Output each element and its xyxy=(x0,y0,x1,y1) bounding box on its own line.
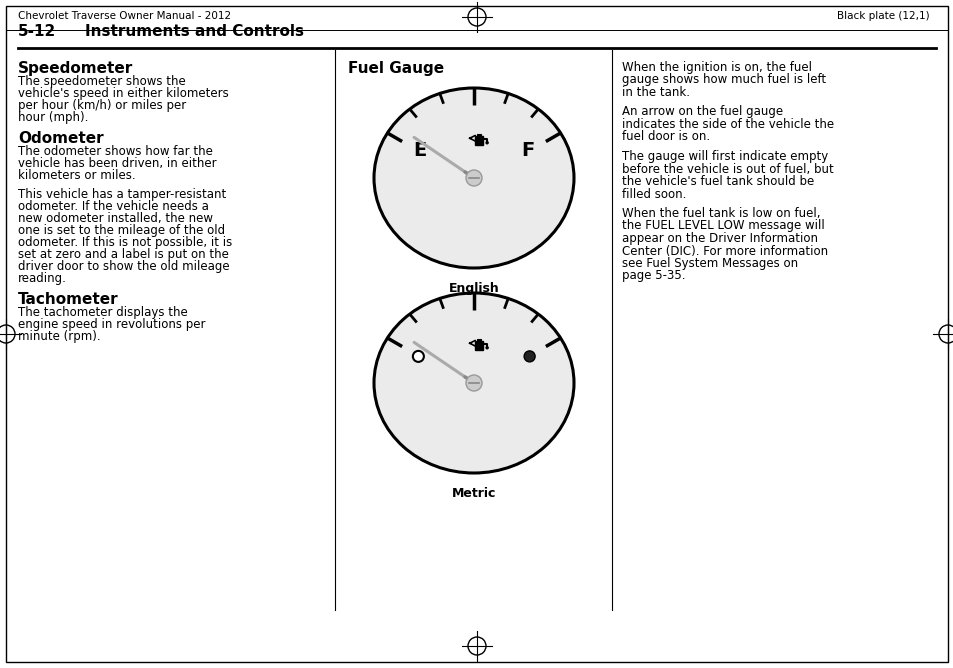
Text: the vehicle's fuel tank should be: the vehicle's fuel tank should be xyxy=(621,175,814,188)
Text: appear on the Driver Information: appear on the Driver Information xyxy=(621,232,817,245)
Text: This vehicle has a tamper-resistant: This vehicle has a tamper-resistant xyxy=(18,188,226,201)
Text: per hour (km/h) or miles per: per hour (km/h) or miles per xyxy=(18,99,186,112)
Text: reading.: reading. xyxy=(18,272,67,285)
Text: The speedometer shows the: The speedometer shows the xyxy=(18,75,186,88)
Circle shape xyxy=(486,347,488,349)
Text: 5-12: 5-12 xyxy=(18,24,56,39)
Text: see Fuel System Messages on: see Fuel System Messages on xyxy=(621,257,798,270)
Ellipse shape xyxy=(390,307,558,459)
Text: E: E xyxy=(414,140,427,160)
Ellipse shape xyxy=(374,293,574,473)
Text: in the tank.: in the tank. xyxy=(621,86,689,99)
Text: driver door to show the old mileage: driver door to show the old mileage xyxy=(18,260,230,273)
Circle shape xyxy=(486,142,488,144)
Ellipse shape xyxy=(381,300,565,466)
Ellipse shape xyxy=(386,304,561,462)
Text: kilometers or miles.: kilometers or miles. xyxy=(18,169,135,182)
Text: The odometer shows how far the: The odometer shows how far the xyxy=(18,145,213,158)
Text: Speedometer: Speedometer xyxy=(18,61,133,76)
Text: English: English xyxy=(448,282,498,295)
Text: indicates the side of the vehicle the: indicates the side of the vehicle the xyxy=(621,118,833,131)
Text: The tachometer displays the: The tachometer displays the xyxy=(18,306,188,319)
Circle shape xyxy=(465,170,481,186)
Text: set at zero and a label is put on the: set at zero and a label is put on the xyxy=(18,248,229,261)
Text: minute (rpm).: minute (rpm). xyxy=(18,330,100,343)
Text: before the vehicle is out of fuel, but: before the vehicle is out of fuel, but xyxy=(621,162,833,176)
Text: F: F xyxy=(520,140,534,160)
Ellipse shape xyxy=(374,293,574,473)
Text: vehicle has been driven, in either: vehicle has been driven, in either xyxy=(18,157,216,170)
Text: Chevrolet Traverse Owner Manual - 2012: Chevrolet Traverse Owner Manual - 2012 xyxy=(18,11,231,21)
Text: Odometer: Odometer xyxy=(18,131,104,146)
Text: gauge shows how much fuel is left: gauge shows how much fuel is left xyxy=(621,73,825,86)
Text: Metric: Metric xyxy=(452,487,496,500)
Circle shape xyxy=(465,375,481,391)
Text: Center (DIC). For more information: Center (DIC). For more information xyxy=(621,244,827,257)
Text: Tachometer: Tachometer xyxy=(18,292,118,307)
Ellipse shape xyxy=(377,297,569,470)
Text: The gauge will first indicate empty: The gauge will first indicate empty xyxy=(621,150,827,163)
Text: engine speed in revolutions per: engine speed in revolutions per xyxy=(18,318,205,331)
Text: page 5-35.: page 5-35. xyxy=(621,269,685,283)
Circle shape xyxy=(413,351,423,362)
Ellipse shape xyxy=(374,88,574,268)
Bar xyxy=(476,134,480,136)
Text: Fuel Gauge: Fuel Gauge xyxy=(348,61,444,76)
Bar xyxy=(475,136,482,145)
Ellipse shape xyxy=(377,92,569,265)
Text: An arrow on the fuel gauge: An arrow on the fuel gauge xyxy=(621,106,782,118)
Text: odometer. If this is not possible, it is: odometer. If this is not possible, it is xyxy=(18,236,232,249)
Bar xyxy=(476,339,480,341)
Text: vehicle's speed in either kilometers: vehicle's speed in either kilometers xyxy=(18,87,229,100)
Ellipse shape xyxy=(386,99,561,257)
Ellipse shape xyxy=(381,96,565,261)
Text: hour (mph).: hour (mph). xyxy=(18,111,89,124)
Text: odometer. If the vehicle needs a: odometer. If the vehicle needs a xyxy=(18,200,209,213)
Text: Black plate (12,1): Black plate (12,1) xyxy=(837,11,929,21)
Text: filled soon.: filled soon. xyxy=(621,188,685,200)
Ellipse shape xyxy=(374,88,574,268)
Text: When the ignition is on, the fuel: When the ignition is on, the fuel xyxy=(621,61,811,74)
Text: one is set to the mileage of the old: one is set to the mileage of the old xyxy=(18,224,225,237)
Text: fuel door is on.: fuel door is on. xyxy=(621,130,709,144)
Text: new odometer installed, the new: new odometer installed, the new xyxy=(18,212,213,225)
Bar xyxy=(475,341,482,350)
Text: When the fuel tank is low on fuel,: When the fuel tank is low on fuel, xyxy=(621,207,820,220)
Text: Instruments and Controls: Instruments and Controls xyxy=(85,24,304,39)
Text: the FUEL LEVEL LOW message will: the FUEL LEVEL LOW message will xyxy=(621,220,824,232)
Circle shape xyxy=(523,351,535,362)
Ellipse shape xyxy=(390,102,558,254)
